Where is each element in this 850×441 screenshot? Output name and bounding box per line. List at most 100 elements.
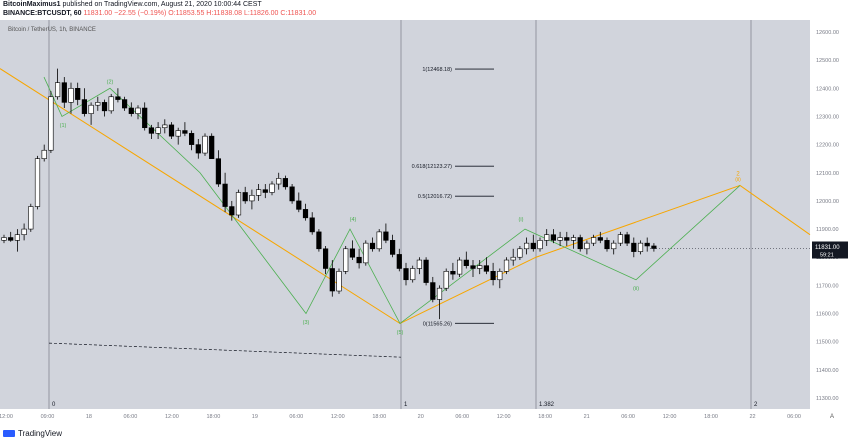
candle-body: [68, 88, 74, 103]
publish-line: BitcoinMaximus1 published on TradingView…: [3, 1, 262, 8]
candle-body: [14, 234, 20, 241]
time-marker-label: 1: [404, 402, 408, 408]
time-tick-label: 09:00: [41, 414, 55, 420]
candle-body: [128, 107, 134, 114]
candle-body: [316, 231, 322, 250]
candle-body: [577, 237, 583, 250]
candle-body: [343, 248, 349, 272]
green-wave-label: (3): [303, 320, 310, 326]
time-axis-labels: 12:00 09:00 18 06:00 12:00 18:00 19 06:00 12:00 1…: [0, 414, 801, 420]
ohlc-high: H:11838.08: [206, 10, 242, 17]
price-tick-label: 11400.00: [816, 368, 839, 374]
green-wave-label: (ii): [633, 286, 639, 292]
candle-body: [269, 183, 275, 193]
candle-body: [363, 242, 369, 264]
candle-body: [215, 158, 222, 185]
price-tick-label: 12000.00: [816, 199, 839, 205]
time-marker-label: 0: [52, 402, 56, 408]
candle-body: [222, 183, 228, 207]
time-tick-label: 21: [584, 414, 590, 420]
candle-body: [101, 102, 108, 112]
candle-body: [570, 237, 577, 241]
candle-body: [88, 104, 94, 114]
time-markers: 0 1 1.382 2: [48, 20, 758, 409]
price-tick-label: 11600.00: [816, 312, 839, 318]
time-tick-label: 06:00: [124, 414, 138, 420]
tradingview-logo[interactable]: TradingView: [3, 429, 62, 438]
candle-body: [617, 234, 623, 244]
candle-body: [523, 242, 530, 250]
symbol-name: BINANCE:BTCUSDT, 60: [3, 10, 82, 17]
fib-level-label: 0.5(12016.72): [418, 194, 452, 200]
candle-body: [624, 234, 630, 244]
candle-body: [229, 206, 235, 216]
candle-body: [255, 189, 262, 196]
candle-body: [611, 242, 617, 250]
price-change: −22.55 (−0.19%): [114, 10, 167, 17]
candle-body: [142, 107, 148, 129]
candle-body: [349, 248, 356, 258]
orange-wave-line: [0, 68, 811, 324]
candle-body: [430, 282, 436, 300]
candle-body: [396, 254, 402, 269]
candle-body: [81, 99, 87, 114]
footer: TradingView: [0, 426, 850, 441]
candle-body: [122, 99, 128, 109]
price-tick-label: 12200.00: [816, 143, 839, 149]
price-chart[interactable]: Bitcoin / TetherUS, 1h, BINANCE A 12600.…: [0, 20, 850, 426]
candle-body: [584, 242, 590, 250]
candle-body: [376, 231, 382, 250]
price-tick-label: 12400.00: [816, 86, 839, 92]
axis-corner-label[interactable]: A: [830, 414, 834, 420]
candle-body: [423, 259, 429, 283]
candle-body: [497, 271, 503, 281]
candle-body: [477, 265, 483, 269]
time-tick-label: 22: [749, 414, 755, 420]
price-countdown: 59:21: [820, 253, 834, 259]
candle-body: [202, 135, 208, 154]
candle-body: [135, 107, 141, 114]
time-tick-label: 12:00: [663, 414, 677, 420]
candle-body: [436, 287, 443, 300]
candle-body: [644, 242, 650, 247]
candle-body: [162, 124, 168, 129]
candle-body: [483, 265, 490, 272]
candle-body: [289, 186, 295, 202]
candle-body: [356, 256, 362, 264]
candle-body: [651, 245, 657, 249]
candle-body: [550, 234, 556, 241]
candle-body: [329, 268, 335, 292]
fib-level-label: 0(11565.26): [423, 321, 452, 327]
time-tick-label: 06:00: [787, 414, 801, 420]
green-wave-label: (4): [350, 217, 357, 223]
candle-body: [309, 217, 315, 233]
price-tick-label: 12500.00: [816, 58, 839, 64]
time-axis-background: [0, 409, 850, 426]
price-tick-label: 11300.00: [816, 396, 839, 402]
current-price-value: 11831.00: [815, 245, 840, 251]
wave-labels: (1)(2)(3)(4)(5)(i)(ii)2(ii): [60, 79, 741, 336]
candle-body: [544, 234, 550, 241]
time-tick-label: 18: [86, 414, 92, 420]
author-name[interactable]: BitcoinMaximus1: [3, 1, 61, 8]
tradingview-logo-icon: [3, 430, 15, 437]
candle-body: [189, 133, 195, 145]
published-text: published on TradingView.com, August 21,…: [62, 1, 262, 8]
brand-name: TradingView: [18, 429, 63, 438]
candle-body: [175, 130, 181, 137]
candle-body: [503, 259, 510, 272]
candle-body: [510, 256, 516, 261]
candle-body: [195, 144, 201, 154]
ohlc-low: L:11826.00: [243, 10, 279, 17]
candle-body: [242, 192, 248, 202]
current-price-tag: 11831.00 59:21: [650, 241, 848, 259]
chart-area[interactable]: Bitcoin / TetherUS, 1h, BINANCE A 12600.…: [0, 20, 850, 426]
candle-body: [389, 240, 396, 255]
green-wave-label: (5): [397, 330, 404, 336]
time-marker-label: 2: [754, 402, 758, 408]
orange-wave-label: 2: [736, 171, 740, 177]
price-tick-label: 11900.00: [816, 227, 839, 233]
candle-body: [470, 265, 476, 269]
candle-body: [34, 158, 41, 207]
candle-body: [416, 259, 423, 269]
